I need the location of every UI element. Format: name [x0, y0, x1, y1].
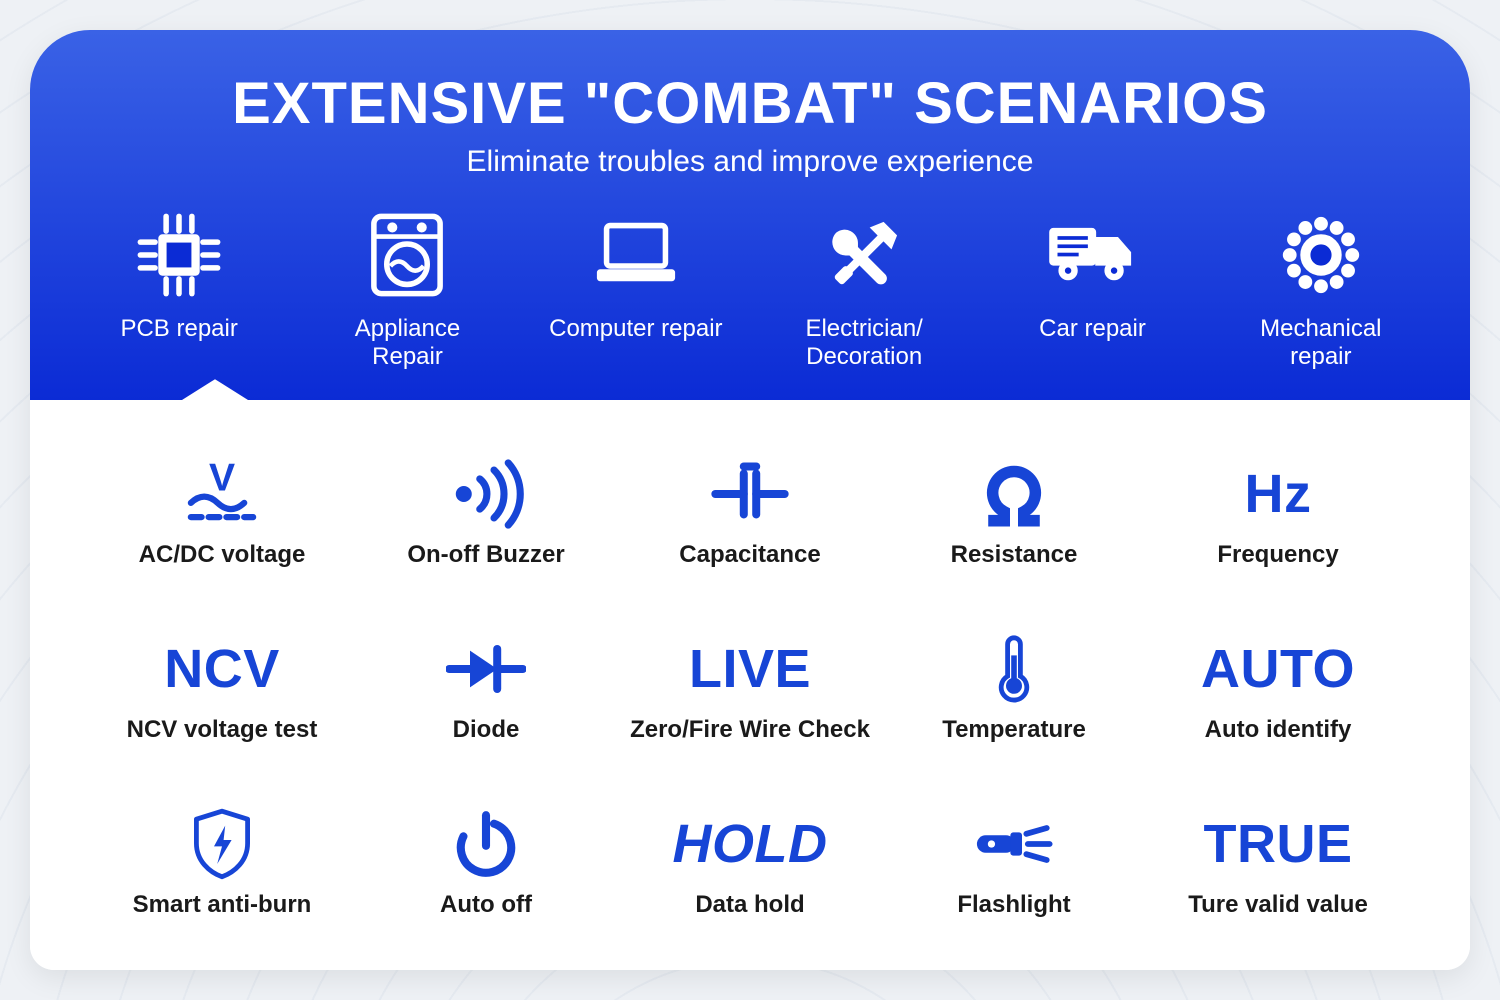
feature-item: Flashlight [892, 783, 1136, 940]
feature-caption: Auto identify [1205, 716, 1352, 744]
feature-symbol-text: TRUE [1204, 805, 1353, 883]
feature-caption: Frequency [1217, 541, 1338, 569]
feature-item: Resistance [892, 434, 1136, 591]
scenario-item: Car repair [983, 205, 1201, 343]
truck-icon [1042, 205, 1142, 305]
hero-subtitle: Eliminate troubles and improve experienc… [70, 145, 1430, 179]
feature-item: Hz Frequency [1156, 434, 1400, 591]
feature-caption: Resistance [951, 541, 1078, 569]
ohm-icon [974, 455, 1054, 533]
hero-banner: EXTENSIVE "COMBAT" SCENARIOS Eliminate t… [30, 30, 1470, 400]
scenario-label: Electrician/ Decoration [805, 315, 922, 370]
feature-caption: Capacitance [679, 541, 820, 569]
scenario-item: Mechanical repair [1212, 205, 1430, 370]
feature-symbol-text: AUTO [1201, 630, 1355, 708]
scenario-row: PCB repair Appliance Repair Computer repai… [70, 205, 1430, 370]
feature-caption: Diode [453, 716, 520, 744]
scenario-item: Appliance Repair [298, 205, 516, 370]
scenario-item: Computer repair [527, 205, 745, 343]
scenario-label: Appliance Repair [355, 315, 460, 370]
feature-item: On-off Buzzer [364, 434, 608, 591]
feature-caption: Ture valid value [1188, 891, 1368, 919]
feature-caption: Temperature [942, 716, 1086, 744]
feature-item: Capacitance [628, 434, 872, 591]
feature-item: V AC/DC voltage [100, 434, 344, 591]
thermometer-icon [974, 630, 1054, 708]
feature-caption: On-off Buzzer [407, 541, 564, 569]
feature-caption: Data hold [695, 891, 804, 919]
hero-title: EXTENSIVE "COMBAT" SCENARIOS [70, 70, 1430, 137]
feature-symbol-text: LIVE [689, 630, 811, 708]
feature-item: Temperature [892, 609, 1136, 766]
infographic-card: EXTENSIVE "COMBAT" SCENARIOS Eliminate t… [30, 30, 1470, 970]
feature-caption: Auto off [440, 891, 532, 919]
acdc-icon: V [182, 455, 262, 533]
shield-bolt-icon [182, 805, 262, 883]
feature-item: TRUE Ture valid value [1156, 783, 1400, 940]
feature-item: Auto off [364, 783, 608, 940]
svg-text:V: V [209, 458, 235, 499]
feature-symbol-text: Hz [1245, 455, 1312, 533]
scenario-label: PCB repair [120, 315, 237, 343]
capacitor-icon [710, 455, 790, 533]
power-icon [446, 805, 526, 883]
buzzer-icon [446, 455, 526, 533]
gear-icon [1271, 205, 1371, 305]
scenario-label: Computer repair [549, 315, 722, 343]
feature-item: LIVE Zero/Fire Wire Check [628, 609, 872, 766]
diode-icon [446, 630, 526, 708]
feature-caption: Smart anti-burn [133, 891, 312, 919]
scenario-item: PCB repair [70, 205, 288, 343]
feature-caption: NCV voltage test [127, 716, 318, 744]
feature-grid: V AC/DC voltage On-off Buzzer Capacitance Re… [30, 400, 1470, 970]
scenario-label: Mechanical repair [1260, 315, 1381, 370]
washer-icon [357, 205, 457, 305]
feature-caption: Flashlight [957, 891, 1070, 919]
feature-symbol-text: NCV [164, 630, 280, 708]
feature-caption: Zero/Fire Wire Check [630, 716, 870, 744]
laptop-icon [586, 205, 686, 305]
feature-item: Smart anti-burn [100, 783, 344, 940]
feature-item: Diode [364, 609, 608, 766]
feature-symbol-text: HOLD [673, 805, 828, 883]
scenario-item: Electrician/ Decoration [755, 205, 973, 370]
scenario-label: Car repair [1039, 315, 1146, 343]
tools-icon [814, 205, 914, 305]
feature-item: NCV NCV voltage test [100, 609, 344, 766]
chip-icon [129, 205, 229, 305]
feature-caption: AC/DC voltage [139, 541, 306, 569]
feature-item: HOLD Data hold [628, 783, 872, 940]
flashlight-icon [974, 805, 1054, 883]
feature-item: AUTO Auto identify [1156, 609, 1400, 766]
